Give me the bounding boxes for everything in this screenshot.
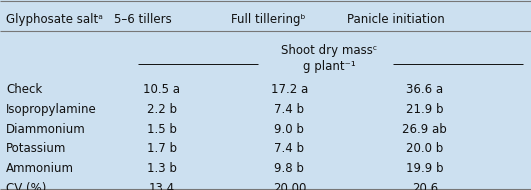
Text: Check: Check [6, 83, 42, 96]
Text: 20.6: 20.6 [412, 182, 438, 190]
Text: 20.00: 20.00 [273, 182, 306, 190]
Text: 7.4 b: 7.4 b [275, 103, 304, 116]
Text: 1.7 b: 1.7 b [147, 142, 177, 155]
Text: Ammonium: Ammonium [6, 162, 74, 175]
Text: 5–6 tillers: 5–6 tillers [115, 13, 172, 26]
Text: Glyphosate saltᵃ: Glyphosate saltᵃ [6, 13, 103, 26]
Text: 21.9 b: 21.9 b [406, 103, 443, 116]
Text: Shoot dry massᶜ: Shoot dry massᶜ [281, 44, 378, 57]
Text: 10.5 a: 10.5 a [143, 83, 181, 96]
Text: 17.2 a: 17.2 a [271, 83, 308, 96]
Text: Potassium: Potassium [6, 142, 67, 155]
Text: 2.2 b: 2.2 b [147, 103, 177, 116]
Text: Diammonium: Diammonium [6, 123, 86, 135]
Text: 7.4 b: 7.4 b [275, 142, 304, 155]
Text: Full tilleringᵇ: Full tilleringᵇ [231, 13, 305, 26]
Text: 9.0 b: 9.0 b [275, 123, 304, 135]
Text: 13.4: 13.4 [149, 182, 175, 190]
Text: CV (%): CV (%) [6, 182, 47, 190]
Text: 1.5 b: 1.5 b [147, 123, 177, 135]
Text: 20.0 b: 20.0 b [406, 142, 443, 155]
Text: 36.6 a: 36.6 a [406, 83, 443, 96]
Text: 9.8 b: 9.8 b [275, 162, 304, 175]
Text: Panicle initiation: Panicle initiation [347, 13, 444, 26]
Text: g plant⁻¹: g plant⁻¹ [303, 60, 356, 73]
Text: 1.3 b: 1.3 b [147, 162, 177, 175]
Text: 19.9 b: 19.9 b [406, 162, 443, 175]
Text: Isopropylamine: Isopropylamine [6, 103, 97, 116]
Text: 26.9 ab: 26.9 ab [402, 123, 447, 135]
